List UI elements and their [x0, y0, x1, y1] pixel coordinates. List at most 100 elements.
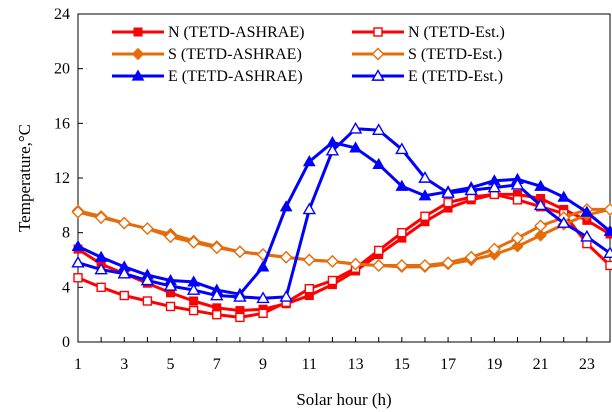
data-point — [372, 258, 386, 272]
plot-area — [77, 13, 611, 343]
data-point — [140, 273, 155, 286]
legend-label: N (TETD-ASHRAE) — [168, 24, 304, 41]
data-point — [188, 305, 199, 316]
data-point — [302, 202, 317, 215]
data-point — [349, 141, 362, 153]
series-1 — [73, 189, 612, 316]
data-point — [603, 246, 612, 258]
data-point — [71, 239, 85, 251]
data-point — [443, 197, 453, 208]
data-point — [464, 183, 478, 196]
plot-border — [77, 13, 611, 343]
x-tick-label: 5 — [167, 356, 175, 373]
x-tick-label: 21 — [533, 356, 549, 373]
data-point — [395, 142, 409, 155]
data-point — [304, 284, 315, 294]
y-tick-label: 12 — [54, 170, 70, 187]
data-point — [372, 157, 386, 169]
legend-marker — [371, 47, 385, 61]
data-point — [325, 254, 339, 268]
data-point — [487, 180, 502, 193]
data-point — [534, 179, 547, 191]
legend: N (TETD-ASHRAE) N (TETD-Est.) S (TETD-ASHR… — [112, 24, 505, 85]
data-point — [165, 301, 176, 312]
data-point — [94, 250, 108, 262]
series-2 — [73, 189, 612, 323]
x-tick-label: 19 — [486, 356, 502, 373]
x-tick-label: 13 — [348, 356, 364, 373]
data-point — [441, 186, 455, 198]
data-point — [349, 257, 363, 271]
data-point — [302, 155, 316, 167]
data-point — [210, 241, 224, 255]
data-point — [73, 273, 83, 283]
x-tick-label: 17 — [440, 356, 456, 373]
data-point — [487, 242, 501, 256]
data-point — [233, 289, 247, 302]
data-point — [187, 235, 201, 249]
data-point — [605, 260, 612, 271]
series-line — [77, 140, 611, 296]
y-tick-label: 4 — [62, 279, 70, 296]
series-6 — [71, 121, 612, 304]
x-tick-label: 3 — [120, 356, 128, 373]
data-point — [441, 256, 455, 270]
series-line — [77, 192, 612, 319]
x-tick-label: 11 — [302, 356, 317, 373]
data-point — [96, 282, 106, 293]
series-layer — [71, 121, 612, 323]
y-axis-title: Temperature,°C — [15, 124, 34, 232]
data-point — [279, 250, 293, 264]
y-tick-label: 0 — [62, 334, 70, 351]
data-point — [534, 219, 548, 233]
y-tick-label: 24 — [54, 6, 70, 23]
data-point — [464, 250, 478, 264]
legend-item: E (TETD-Est.) — [352, 68, 503, 85]
data-point — [189, 296, 199, 306]
data-point — [557, 216, 571, 228]
series-5 — [71, 135, 612, 299]
y-tick-label: 16 — [54, 115, 70, 132]
data-point — [117, 266, 131, 279]
data-point — [186, 283, 201, 295]
data-point — [212, 309, 222, 320]
data-point — [233, 245, 247, 259]
data-point — [395, 179, 409, 191]
legend-marker — [373, 27, 383, 37]
data-point — [371, 123, 386, 135]
data-point — [580, 229, 594, 242]
legend-marker — [131, 47, 145, 61]
data-point — [418, 189, 432, 201]
data-point — [603, 202, 612, 216]
data-point — [142, 296, 153, 306]
data-point — [140, 222, 154, 236]
x-tick-label: 15 — [394, 356, 410, 373]
data-point — [510, 177, 525, 190]
x-tick-label: 9 — [259, 356, 267, 373]
legend-marker — [131, 69, 145, 81]
data-point — [256, 260, 270, 272]
data-point — [71, 205, 85, 219]
series-4 — [71, 202, 612, 272]
data-point — [258, 308, 268, 318]
data-point — [117, 216, 131, 230]
data-point — [510, 231, 524, 245]
legend-marker — [133, 27, 143, 37]
legend-marker — [371, 69, 385, 81]
legend-item: N (TETD-ASHRAE) — [112, 24, 304, 41]
x-tick-label: 7 — [213, 356, 221, 373]
x-tick-label: 23 — [579, 356, 595, 373]
data-point — [418, 171, 432, 183]
data-point — [325, 143, 340, 156]
legend-label: S (TETD-ASHRAE) — [168, 46, 302, 63]
data-point — [71, 255, 85, 268]
legend-item: S (TETD-ASHRAE) — [112, 46, 302, 63]
data-point — [512, 195, 523, 205]
legend-item: S (TETD-Est.) — [352, 46, 502, 63]
data-point — [580, 205, 594, 217]
data-point — [119, 290, 129, 301]
data-point — [94, 262, 108, 275]
data-point — [511, 240, 524, 253]
